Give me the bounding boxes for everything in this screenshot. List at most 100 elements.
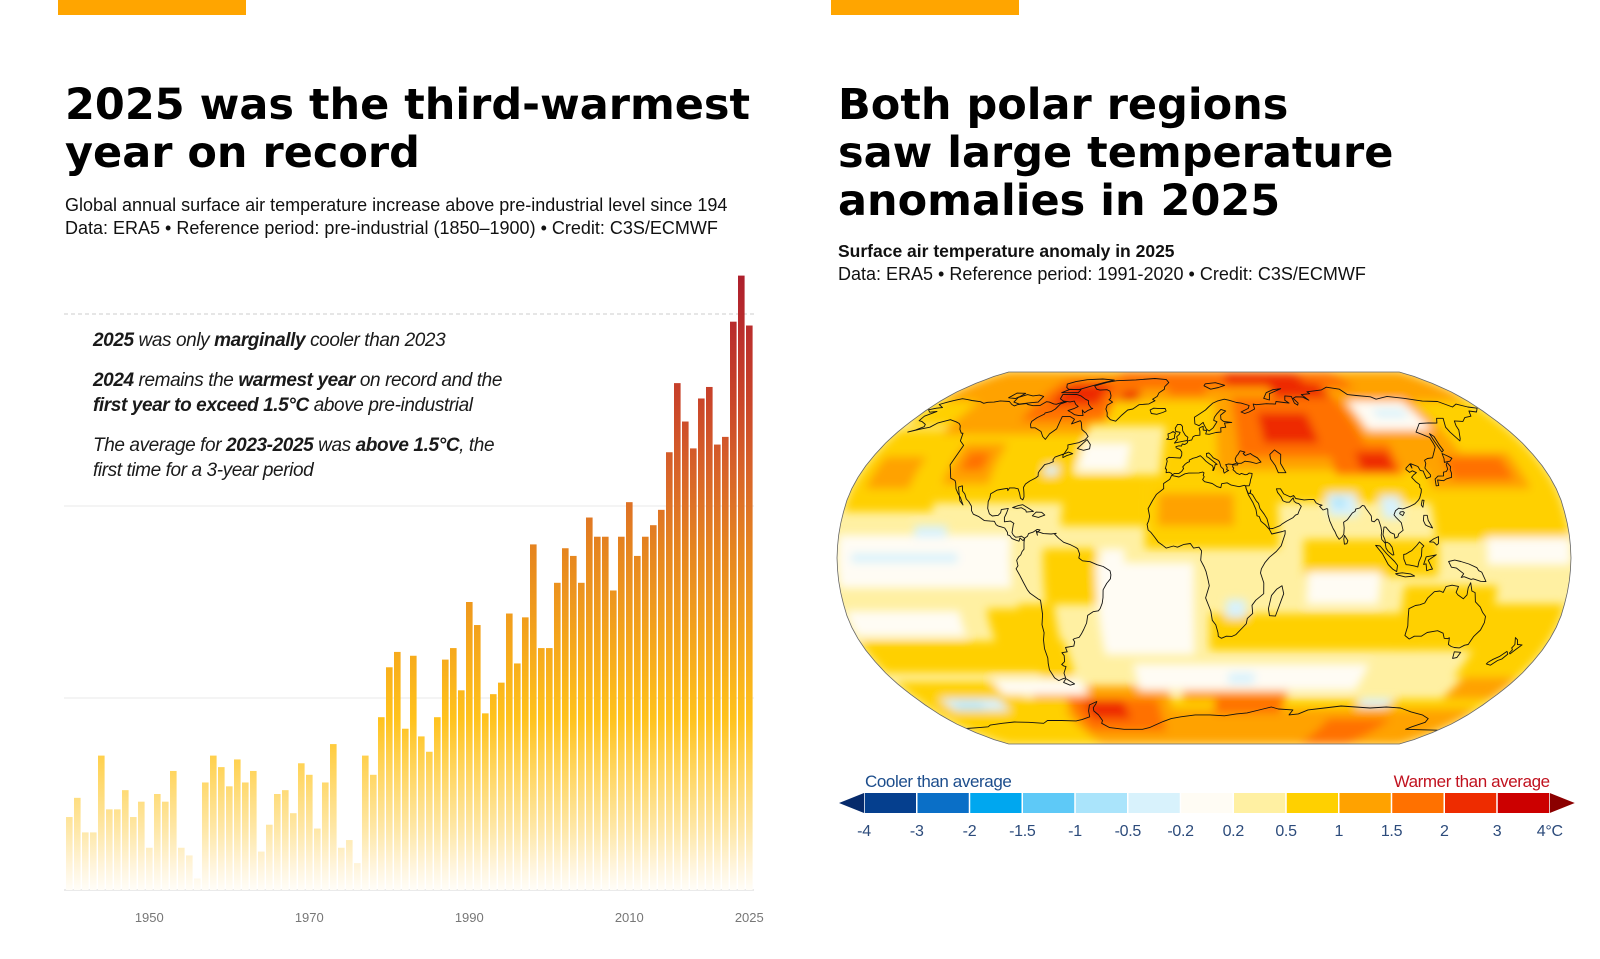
bar-1957 bbox=[202, 782, 209, 890]
anomaly-patch bbox=[845, 611, 967, 637]
coastline-luzon bbox=[1422, 514, 1434, 529]
emphasis-text: marginally bbox=[214, 330, 306, 351]
coastline-novaya-zemlya bbox=[1263, 388, 1282, 401]
warmer-than-average-label: Warmer than average bbox=[1394, 772, 1550, 791]
bar-2012 bbox=[642, 536, 649, 890]
anomaly-patch bbox=[1303, 539, 1439, 577]
bar-1965 bbox=[266, 824, 273, 890]
coastline-cuba bbox=[1012, 504, 1034, 513]
colorbar-tick-label: 1 bbox=[1334, 823, 1343, 840]
coastline-sakhalin bbox=[1429, 433, 1444, 453]
anomaly-field bbox=[837, 372, 1571, 744]
bar-1958 bbox=[210, 755, 217, 890]
coastline-tierra-del-fuego bbox=[1063, 678, 1076, 686]
anomaly-patch bbox=[859, 641, 1075, 673]
anomaly-patch bbox=[1060, 475, 1149, 526]
anomaly-patch bbox=[1227, 672, 1256, 684]
anomaly-patch bbox=[865, 456, 927, 489]
bar-1985 bbox=[426, 751, 433, 890]
anomaly-patch bbox=[1355, 698, 1394, 707]
accent-bar bbox=[831, 0, 1019, 15]
bar-1996 bbox=[514, 663, 521, 890]
colorbar-tick-label: 0.5 bbox=[1275, 823, 1297, 840]
anomaly-patch bbox=[1266, 383, 1332, 398]
bar-1946 bbox=[114, 809, 121, 890]
annotation-text: cooler than 2023 bbox=[305, 330, 446, 351]
annotation-1: 2025 was only marginally cooler than 202… bbox=[93, 328, 502, 353]
colorbar-legend: -4 -3 -2 -1.5 -1 -0.5 -0.2 0.2 0.5 1 1.5 2 3 4°C Coole… bbox=[839, 772, 1575, 840]
coastline-caspian-sea bbox=[1269, 449, 1287, 474]
colorbar-bin bbox=[1286, 793, 1338, 813]
coastline-australia bbox=[1404, 582, 1486, 649]
annotation-line: 2025 was only marginally cooler than 202… bbox=[93, 328, 502, 353]
colorbar-tick-label: 2 bbox=[1440, 823, 1449, 840]
bar-1978 bbox=[370, 774, 377, 890]
bar-1995 bbox=[506, 613, 513, 890]
x-tick-label: 1970 bbox=[295, 910, 324, 925]
coastline-sumatra bbox=[1375, 544, 1398, 573]
bar-2011 bbox=[634, 555, 641, 890]
bar-2001 bbox=[554, 582, 561, 890]
chart-bars bbox=[66, 275, 753, 891]
bar-1999 bbox=[538, 648, 545, 890]
temperature-anomaly-map bbox=[836, 371, 1572, 745]
coastline-ireland bbox=[1166, 431, 1177, 441]
bar-1942 bbox=[82, 832, 89, 890]
right-source: Data: ERA5 • Reference period: 1991-2020… bbox=[838, 264, 1366, 284]
annotation-line: first time for a 3-year period bbox=[93, 458, 502, 483]
bar-1962 bbox=[242, 782, 249, 890]
bar-2006 bbox=[594, 536, 601, 890]
left-source: Data: ERA5 • Reference period: pre-indus… bbox=[65, 218, 718, 238]
annotation-text: on record and the bbox=[354, 370, 503, 391]
anomaly-patch bbox=[1379, 495, 1404, 519]
bar-2018 bbox=[690, 448, 697, 890]
bar-1983 bbox=[410, 655, 417, 890]
bar-1998 bbox=[530, 544, 537, 890]
colorbar-bin bbox=[864, 793, 916, 813]
emphasis-text: first year to exceed 1.5°C bbox=[93, 395, 309, 416]
anomaly-patch bbox=[1157, 493, 1235, 526]
bar-1991 bbox=[474, 625, 481, 890]
colorbar-tick-label: -4 bbox=[857, 823, 871, 840]
colorbar-tick-label: 3 bbox=[1493, 823, 1502, 840]
coastline-mindanao bbox=[1429, 536, 1439, 546]
annotation-text: was bbox=[313, 435, 356, 456]
anomaly-patch bbox=[1043, 465, 1060, 475]
annotation-text: was only bbox=[133, 330, 215, 351]
anomaly-patch bbox=[851, 553, 958, 563]
left-subtitle-block: Global annual surface air temperature in… bbox=[65, 194, 771, 240]
bar-1971 bbox=[314, 828, 321, 890]
x-tick-label: 2025 bbox=[735, 910, 764, 925]
coastline-svalbard bbox=[1203, 382, 1226, 390]
bar-1943 bbox=[90, 832, 97, 890]
right-title: Both polar regions saw large temperature… bbox=[838, 81, 1393, 225]
x-tick-label: 1990 bbox=[455, 910, 484, 925]
bar-1961 bbox=[234, 759, 241, 890]
anomaly-patch bbox=[1354, 452, 1396, 471]
annotation-line: 2024 remains the warmest year on record … bbox=[93, 368, 502, 393]
map-body bbox=[837, 372, 1571, 744]
bar-2017 bbox=[682, 421, 689, 890]
bar-1973 bbox=[330, 744, 337, 890]
colorbar-bin bbox=[1128, 793, 1180, 813]
bar-1988 bbox=[450, 648, 457, 890]
bar-1951 bbox=[154, 794, 161, 890]
coastline-hispaniola bbox=[1031, 511, 1046, 518]
x-axis-ticks: 1950 1970 1990 2010 2025 bbox=[135, 910, 764, 925]
colorbar-bin bbox=[1445, 793, 1497, 813]
anomaly-patch bbox=[1042, 548, 1098, 605]
annotation-3: The average for 2023-2025 was above 1.5°… bbox=[93, 433, 502, 483]
annotation-line: The average for 2023-2025 was above 1.5°… bbox=[93, 433, 502, 458]
coastline-honshu bbox=[1434, 462, 1453, 487]
colorbar-arrow-left bbox=[839, 793, 864, 813]
right-title-line: anomalies in 2025 bbox=[838, 176, 1281, 226]
colorbar-tick-label: -0.2 bbox=[1167, 823, 1194, 840]
bar-2003 bbox=[570, 555, 577, 890]
anomaly-patch bbox=[1100, 548, 1125, 577]
accent-bar bbox=[58, 0, 246, 15]
bar-1990 bbox=[466, 602, 473, 890]
bar-1960 bbox=[226, 786, 233, 890]
coastline-new-guinea bbox=[1448, 559, 1487, 582]
coastline-madagascar bbox=[1267, 585, 1285, 617]
bar-1997 bbox=[522, 617, 529, 890]
